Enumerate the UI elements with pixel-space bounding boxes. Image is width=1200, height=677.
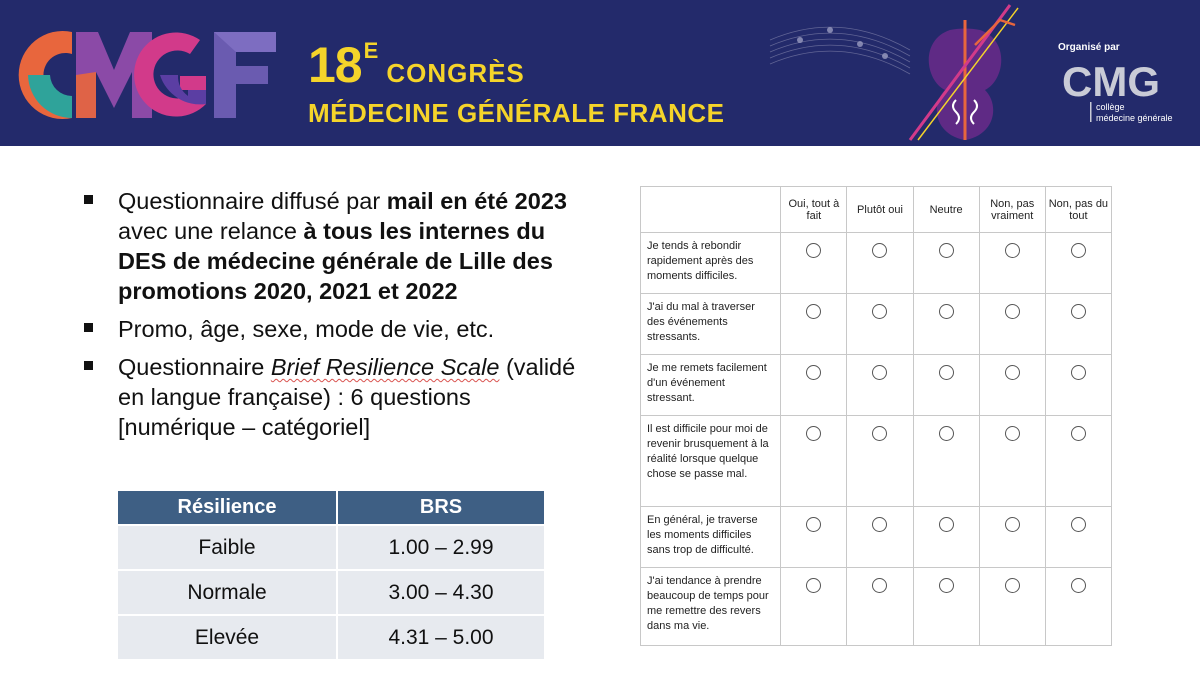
- brs-questionnaire: Oui, tout à fait Plutôt oui Neutre Non, …: [639, 186, 1113, 646]
- radio-option[interactable]: [1070, 517, 1086, 532]
- violin-music-decoration: [769, 4, 1019, 141]
- question-row: J'ai du mal à traverser des événements s…: [639, 293, 1113, 355]
- table-cell: 4.31 – 5.00: [336, 614, 546, 661]
- svg-text:CMG: CMG: [1062, 58, 1160, 105]
- resilience-table: Résilience BRS Faible 1.00 – 2.99 Normal…: [116, 489, 546, 661]
- question-text: En général, je traverse les moments diff…: [639, 506, 782, 568]
- table-header-cell: Résilience: [116, 489, 338, 526]
- question-row: Il est difficile pour moi de revenir bru…: [639, 415, 1113, 507]
- radio-option[interactable]: [1070, 426, 1086, 441]
- table-cell: Normale: [116, 569, 338, 616]
- radio-option[interactable]: [1070, 304, 1086, 319]
- congress-title: 18E CONGRÈS MÉDECINE GÉNÉRALE FRANCE: [308, 37, 724, 128]
- bullet-marker: [84, 323, 93, 332]
- cmgf-logo: [18, 31, 276, 119]
- question-text: Il est difficile pour moi de revenir bru…: [639, 415, 782, 507]
- radio-option[interactable]: [938, 578, 954, 593]
- table-header-row: Résilience BRS: [116, 489, 546, 526]
- radio-option[interactable]: [1004, 243, 1020, 258]
- svg-text:collège: collège: [1096, 102, 1125, 112]
- radio-option[interactable]: [938, 304, 954, 319]
- header-banner: 18E CONGRÈS MÉDECINE GÉNÉRALE FRANCE Orga…: [0, 0, 1200, 146]
- radio-option[interactable]: [1004, 578, 1020, 593]
- radio-option[interactable]: [1004, 517, 1020, 532]
- radio-option[interactable]: [872, 304, 888, 319]
- radio-option[interactable]: [1070, 365, 1086, 380]
- cmg-logo: CMG collège médecine générale: [1060, 58, 1180, 128]
- question-row: J'ai tendance à prendre beaucoup de temp…: [639, 567, 1113, 646]
- question-text: J'ai du mal à traverser des événements s…: [639, 293, 782, 355]
- svg-text:médecine générale: médecine générale: [1096, 113, 1173, 123]
- congress-word: CONGRÈS: [386, 58, 525, 88]
- table-cell: 1.00 – 2.99: [336, 524, 546, 571]
- bullet-item-2: Promo, âge, sexe, mode de vie, etc.: [84, 314, 584, 344]
- radio-option[interactable]: [806, 243, 822, 258]
- radio-option[interactable]: [938, 426, 954, 441]
- radio-option[interactable]: [1004, 365, 1020, 380]
- congress-number: 18: [308, 37, 363, 93]
- bullet-item-1: Questionnaire diffusé par mail en été 20…: [84, 186, 584, 306]
- question-row: En général, je traverse les moments diff…: [639, 506, 1113, 568]
- questionnaire-corner-cell: [639, 186, 782, 233]
- question-row: Je tends à rebondir rapidement après des…: [639, 232, 1113, 294]
- question-text: Je me remets facilement d'un événement s…: [639, 354, 782, 416]
- column-header: Neutre: [912, 186, 980, 233]
- column-header: Non, pas vraiment: [978, 186, 1046, 233]
- radio-option[interactable]: [872, 365, 888, 380]
- radio-option[interactable]: [938, 517, 954, 532]
- congress-subtitle: MÉDECINE GÉNÉRALE FRANCE: [308, 98, 725, 128]
- congress-superscript: E: [363, 38, 379, 63]
- bullet-marker: [84, 195, 93, 204]
- column-header: Plutôt oui: [846, 186, 914, 233]
- table-row: Elevée 4.31 – 5.00: [116, 614, 546, 661]
- radio-option[interactable]: [872, 243, 888, 258]
- questionnaire-header-row: Oui, tout à fait Plutôt oui Neutre Non, …: [639, 186, 1113, 233]
- radio-option[interactable]: [872, 578, 888, 593]
- radio-option[interactable]: [1070, 578, 1086, 593]
- bullet-marker: [84, 361, 93, 370]
- radio-option[interactable]: [806, 426, 822, 441]
- radio-option[interactable]: [806, 578, 822, 593]
- radio-option[interactable]: [872, 517, 888, 532]
- radio-option[interactable]: [806, 304, 822, 319]
- column-header: Oui, tout à fait: [780, 186, 848, 233]
- bullet-item-3: Questionnaire Brief Resilience Scale (va…: [84, 352, 584, 442]
- radio-option[interactable]: [806, 517, 822, 532]
- bullet-list: Questionnaire diffusé par mail en été 20…: [84, 186, 584, 450]
- radio-option[interactable]: [1004, 304, 1020, 319]
- table-row: Normale 3.00 – 4.30: [116, 569, 546, 616]
- question-text: J'ai tendance à prendre beaucoup de temp…: [639, 567, 782, 646]
- radio-option[interactable]: [938, 365, 954, 380]
- table-cell: 3.00 – 4.30: [336, 569, 546, 616]
- question-text: Je tends à rebondir rapidement après des…: [639, 232, 782, 294]
- radio-option[interactable]: [806, 365, 822, 380]
- radio-option[interactable]: [1070, 243, 1086, 258]
- question-row: Je me remets facilement d'un événement s…: [639, 354, 1113, 416]
- table-row: Faible 1.00 – 2.99: [116, 524, 546, 571]
- radio-option[interactable]: [938, 243, 954, 258]
- radio-option[interactable]: [872, 426, 888, 441]
- brief-resilience-scale-term: Brief Resilience Scale: [270, 354, 500, 380]
- table-header-cell: BRS: [336, 489, 546, 526]
- table-cell: Elevée: [116, 614, 338, 661]
- column-header: Non, pas du tout: [1044, 186, 1113, 233]
- organiser-label: Organisé par: [1058, 42, 1120, 53]
- table-cell: Faible: [116, 524, 338, 571]
- radio-option[interactable]: [1004, 426, 1020, 441]
